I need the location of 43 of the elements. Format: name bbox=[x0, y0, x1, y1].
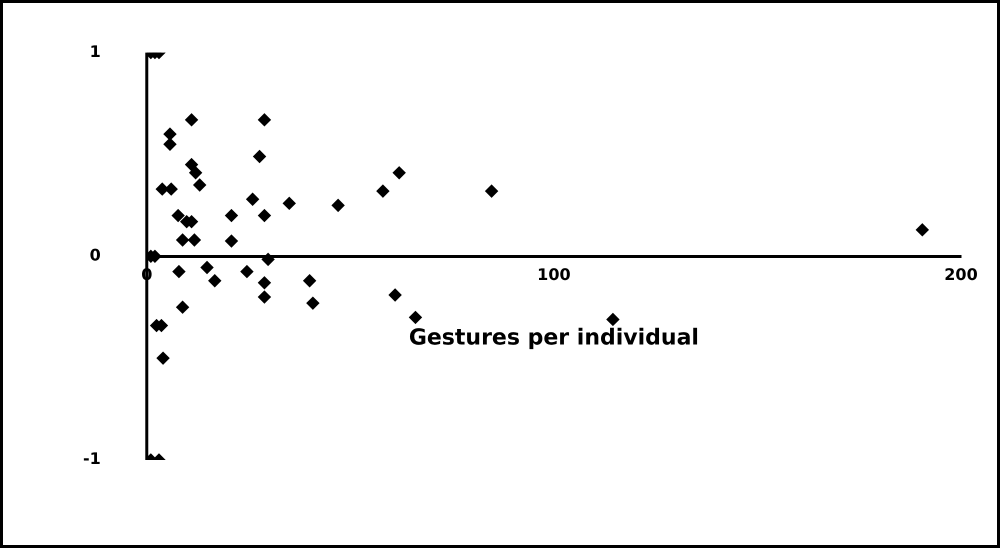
y-tick-label: -1 bbox=[82, 449, 101, 468]
point bbox=[916, 223, 929, 236]
point bbox=[258, 290, 271, 304]
point bbox=[189, 166, 202, 180]
y-tick-label: 1 bbox=[90, 42, 101, 61]
point bbox=[164, 182, 178, 196]
x-tick-label: 100 bbox=[537, 265, 571, 284]
point bbox=[282, 196, 296, 210]
point bbox=[224, 234, 238, 248]
point bbox=[246, 192, 260, 206]
point bbox=[176, 234, 190, 247]
point bbox=[188, 234, 201, 247]
point bbox=[193, 178, 206, 192]
point bbox=[258, 209, 271, 222]
point bbox=[163, 138, 176, 151]
point bbox=[258, 113, 271, 126]
point bbox=[303, 274, 316, 288]
point bbox=[172, 209, 185, 222]
point bbox=[392, 166, 406, 180]
y-tick-label: 0 bbox=[90, 245, 101, 264]
point bbox=[208, 274, 222, 288]
point bbox=[156, 182, 169, 196]
point bbox=[376, 184, 390, 198]
point bbox=[176, 300, 190, 314]
point bbox=[156, 352, 170, 365]
point bbox=[258, 276, 271, 290]
x-tick-label: 200 bbox=[944, 265, 978, 284]
x-axis-title: Gestures per individual bbox=[408, 325, 699, 350]
point bbox=[262, 252, 275, 266]
point bbox=[172, 265, 186, 278]
point bbox=[332, 198, 345, 212]
point bbox=[185, 158, 198, 172]
point bbox=[408, 310, 422, 324]
point bbox=[240, 265, 254, 278]
point bbox=[306, 296, 320, 310]
point bbox=[185, 113, 198, 126]
point bbox=[200, 261, 214, 274]
point bbox=[388, 288, 402, 302]
point bbox=[253, 150, 266, 163]
point bbox=[606, 312, 620, 326]
point bbox=[485, 184, 498, 198]
point bbox=[163, 128, 176, 141]
point bbox=[224, 209, 238, 222]
